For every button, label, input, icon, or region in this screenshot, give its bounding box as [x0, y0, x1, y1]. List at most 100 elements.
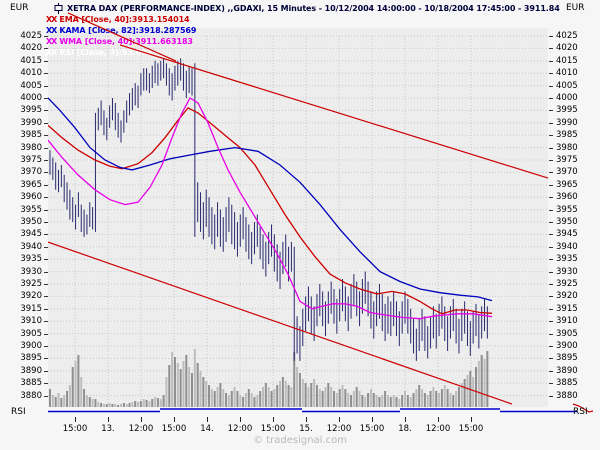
price-axis-label: 3920 — [556, 291, 578, 302]
bottom-pane-label-right: RSI — [573, 407, 588, 414]
legend-item-rsi[interactable]: XX RSI [Close, 3]:55.002 — [46, 47, 196, 58]
volume-bar — [185, 355, 188, 407]
volume-bar — [63, 395, 66, 407]
price-axis-label: 3950 — [20, 217, 42, 227]
time-axis-label: 12:00 — [128, 424, 154, 434]
axis-tick — [306, 417, 307, 422]
volume-bar — [117, 405, 120, 407]
legend-item-wma[interactable]: XX WMA [Close, 40]:3911.663183 — [46, 36, 196, 47]
volume-bar — [341, 385, 344, 407]
legend-item-ema[interactable]: XX EMA [Close, 40]:3913.154014 — [46, 14, 196, 25]
volume-bar — [466, 375, 469, 407]
indicator-series-icon: XX — [46, 48, 57, 57]
axis-tick — [108, 417, 109, 422]
volume-bar — [449, 393, 452, 407]
volume-bar — [51, 395, 54, 407]
time-axis-label: 12:00 — [425, 424, 451, 434]
price-axis-label: 3985 — [556, 130, 578, 141]
price-axis-label: 3900 — [556, 341, 578, 351]
price-axis-label: 3990 — [20, 117, 42, 128]
price-axis-label: 3890 — [20, 365, 42, 376]
price-axis-label: 4020 — [20, 43, 42, 54]
volume-bar — [131, 402, 134, 407]
volume-bar — [304, 383, 307, 407]
chart-pin-icon[interactable] — [54, 2, 63, 14]
volume-bar — [327, 383, 330, 407]
price-axis-label: 4005 — [20, 80, 42, 91]
volume-bar — [239, 395, 242, 407]
volume-bar — [426, 395, 429, 407]
axis-tick — [44, 246, 48, 248]
volume-bar — [88, 397, 91, 407]
axis-tick — [549, 321, 553, 323]
volume-bar — [191, 373, 193, 407]
volume-bar — [338, 389, 341, 407]
volume-bar — [273, 389, 276, 407]
axis-tick — [438, 417, 439, 422]
price-axis-label: 3970 — [556, 167, 578, 178]
chart-plot-area[interactable] — [48, 28, 598, 414]
volume-bar — [142, 399, 145, 407]
axis-tick — [405, 417, 406, 422]
volume-bar — [230, 391, 233, 407]
time-axis-label: 12:00 — [227, 424, 253, 434]
axis-tick — [44, 135, 48, 137]
legend-item-kama[interactable]: XX KAMA [Close, 82]:3918.287569 — [46, 25, 196, 36]
axis-tick — [44, 60, 48, 62]
indicator-label: KAMA [Close, 82]:3918.287569 — [59, 26, 197, 35]
volume-bar — [108, 403, 111, 407]
axis-tick — [44, 160, 48, 161]
price-axis-label: 4015 — [556, 55, 578, 66]
volume-bar — [315, 385, 318, 407]
time-axis-label: 15:00 — [458, 424, 484, 434]
indicator-label: RSI [Close, 3]:55.002 — [59, 48, 152, 57]
price-axis-label: 4005 — [556, 80, 578, 91]
volume-bar — [267, 387, 270, 407]
price-axis-label: 3940 — [556, 241, 578, 252]
axis-tick — [471, 417, 472, 422]
volume-bar — [94, 399, 97, 407]
price-axis-label: 3995 — [556, 105, 578, 116]
right-axis-unit-label: EUR — [566, 3, 585, 13]
axis-tick — [549, 308, 553, 310]
axis-tick — [44, 346, 48, 347]
volume-bar — [151, 399, 154, 407]
volume-bar — [469, 371, 472, 407]
volume-bar — [83, 389, 86, 407]
volume-bar — [375, 395, 378, 407]
volume-bar — [367, 393, 370, 407]
volume-bar — [182, 361, 185, 407]
price-axis-label: 4015 — [20, 55, 42, 66]
axis-tick — [549, 110, 553, 112]
indicator-label: EMA [Close, 40]:3913.154014 — [59, 15, 190, 24]
volume-bar — [222, 389, 225, 407]
volume-bar — [401, 395, 404, 407]
axis-tick — [44, 370, 48, 372]
volume-bar — [68, 385, 71, 407]
chart-title: XETRA DAX (PERFORMANCE-INDEX) ,,GDAXI, 1… — [67, 3, 560, 13]
axis-tick — [549, 383, 553, 385]
axis-tick — [207, 417, 208, 422]
volume-bar — [457, 387, 460, 407]
volume-bar — [372, 393, 375, 407]
axis-tick — [549, 172, 553, 174]
volume-bar — [421, 389, 424, 407]
volume-bar — [176, 363, 179, 407]
volume-bar — [279, 381, 282, 407]
axis-tick — [273, 417, 274, 422]
axis-tick — [549, 98, 553, 99]
price-axis-label: 3895 — [556, 353, 578, 364]
volume-bar — [162, 395, 165, 407]
price-axis-label: 3910 — [556, 316, 578, 327]
volume-bar — [384, 391, 387, 407]
plot-background — [48, 28, 548, 407]
axis-tick — [372, 417, 373, 422]
axis-tick — [549, 296, 553, 298]
volume-bar — [242, 397, 245, 407]
price-axis-label: 3915 — [556, 303, 578, 314]
axis-tick — [339, 417, 340, 422]
price-axis-label: 4020 — [556, 43, 578, 54]
indicator-series-icon: XX — [46, 37, 57, 46]
volume-bar — [253, 397, 256, 407]
